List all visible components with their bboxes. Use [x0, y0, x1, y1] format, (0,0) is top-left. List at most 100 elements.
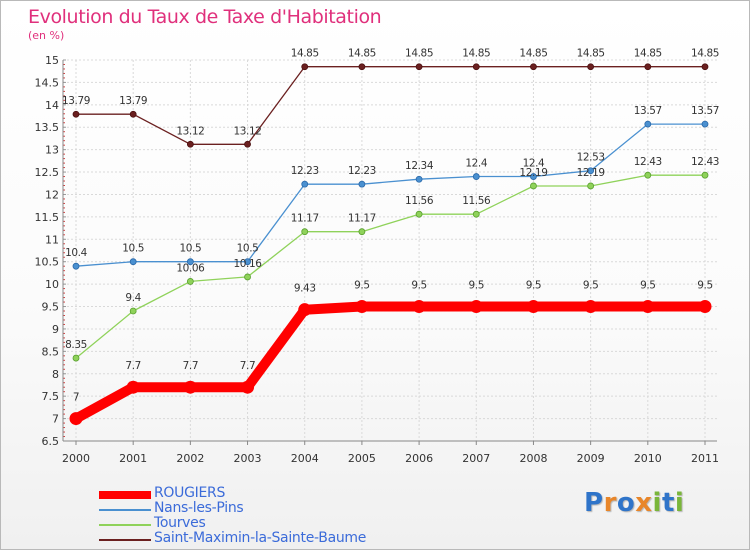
- data-label: 8.35: [65, 339, 87, 351]
- y-tick-label: 12.5: [35, 166, 60, 179]
- data-label: 12.23: [348, 165, 376, 177]
- data-point: [358, 180, 366, 188]
- data-label: 9.5: [526, 280, 542, 292]
- data-point: [355, 300, 369, 314]
- data-label: 7.7: [125, 360, 141, 372]
- data-point: [129, 307, 137, 315]
- data-point: [530, 182, 537, 190]
- data-label: 9.5: [583, 280, 599, 292]
- data-label: 13.57: [634, 105, 662, 117]
- data-label: 12.19: [577, 167, 605, 179]
- y-tick-label: 13: [45, 144, 59, 157]
- data-point: [701, 171, 709, 179]
- data-point: [641, 300, 655, 314]
- y-tick-label: 8: [52, 368, 59, 381]
- data-label: 10.5: [122, 243, 144, 255]
- data-point: [530, 63, 537, 71]
- data-label: 13.79: [62, 95, 90, 107]
- y-tick-label: 15: [45, 54, 59, 67]
- data-point: [298, 303, 312, 317]
- data-label: 7.7: [183, 360, 199, 372]
- data-labels: 7 7.7 7.7 7.7 9.43 9.5 9.5 9.5 9.5 9.5 9.5 9.5 10.4 1…: [62, 48, 719, 404]
- data-label: 14.85: [634, 48, 662, 60]
- data-label: 14.85: [405, 48, 433, 60]
- data-point: [469, 300, 483, 314]
- data-point: [301, 180, 309, 188]
- data-point: [129, 110, 137, 118]
- data-point: [72, 110, 80, 118]
- y-tick-label: 9.5: [42, 301, 60, 314]
- x-tick-label: 2001: [119, 452, 147, 465]
- y-tick-label: 14.5: [35, 76, 60, 89]
- data-label: 13.57: [691, 105, 719, 117]
- data-point: [186, 278, 194, 285]
- data-label: 12.34: [405, 160, 434, 172]
- y-tick-label: 14: [45, 99, 59, 112]
- axes: 6.5 7 7.5 8 8.5 9 9.5 10 10.5 11 11.5 12 12.5 13 13.5 1…: [35, 54, 720, 465]
- data-point: [530, 173, 537, 180]
- legend-swatch: [99, 524, 151, 526]
- series-line-1: [75, 123, 706, 267]
- series-line-3: [75, 66, 706, 145]
- data-point: [701, 63, 709, 71]
- data-label: 12.43: [634, 156, 662, 168]
- data-point: [644, 171, 652, 179]
- data-label: 14.85: [691, 48, 719, 60]
- x-tick-label: 2007: [462, 452, 490, 465]
- data-point: [244, 273, 251, 281]
- y-tick-label: 7.5: [42, 390, 60, 403]
- data-label: 7.7: [240, 360, 256, 372]
- data-label: 11.56: [462, 195, 491, 207]
- x-tick-label: 2004: [291, 452, 319, 465]
- data-point: [701, 120, 709, 128]
- data-point: [415, 210, 423, 218]
- x-tick-label: 2003: [234, 452, 262, 465]
- data-point: [186, 258, 194, 266]
- x-tick-label: 2006: [405, 452, 433, 465]
- data-point: [72, 354, 80, 362]
- legend-label: Nans-les-Pins: [154, 500, 244, 516]
- data-label: 10.4: [65, 247, 87, 259]
- data-label: 14.85: [462, 48, 490, 60]
- data-point: [241, 380, 255, 394]
- data-point: [186, 140, 194, 148]
- data-point: [415, 175, 423, 183]
- data-label: 13.79: [119, 95, 147, 107]
- data-label: 7: [73, 392, 79, 404]
- series-line-2: [75, 174, 706, 359]
- data-label: 9.4: [125, 292, 141, 304]
- x-tick-label: 2009: [577, 452, 605, 465]
- data-label: 12.4: [523, 158, 545, 170]
- data-point: [587, 182, 595, 190]
- data-label: 13.12: [234, 125, 262, 137]
- data-point: [301, 228, 309, 236]
- y-tick-label: 9: [52, 323, 59, 336]
- chart-unit: (en %): [28, 29, 65, 42]
- data-point: [644, 63, 652, 71]
- legend-label: Tourves: [154, 515, 206, 531]
- data-label: 10.5: [237, 243, 259, 255]
- data-point: [412, 300, 426, 314]
- grid: [63, 59, 717, 442]
- data-point: [584, 300, 598, 314]
- data-point: [415, 63, 423, 71]
- data-point: [301, 63, 309, 71]
- data-point: [244, 258, 251, 266]
- data-label: 11.56: [405, 195, 434, 207]
- data-label: 13.12: [176, 125, 204, 137]
- legend-swatch: [99, 539, 151, 541]
- x-tick-label: 2011: [691, 452, 719, 465]
- data-point: [126, 380, 140, 394]
- y-tick-label: 11: [45, 233, 59, 246]
- proxiti-logo: Proxiti: [584, 488, 685, 518]
- data-point: [698, 300, 712, 314]
- data-label: 12.23: [291, 165, 319, 177]
- data-label: 9.5: [411, 280, 427, 292]
- x-tick-label: 2005: [348, 452, 376, 465]
- x-tick-label: 2008: [519, 452, 547, 465]
- series-line-0: [71, 301, 710, 424]
- data-point: [69, 412, 83, 426]
- data-point: [72, 262, 80, 270]
- data-point: [587, 167, 595, 175]
- data-label: 12.19: [519, 167, 547, 179]
